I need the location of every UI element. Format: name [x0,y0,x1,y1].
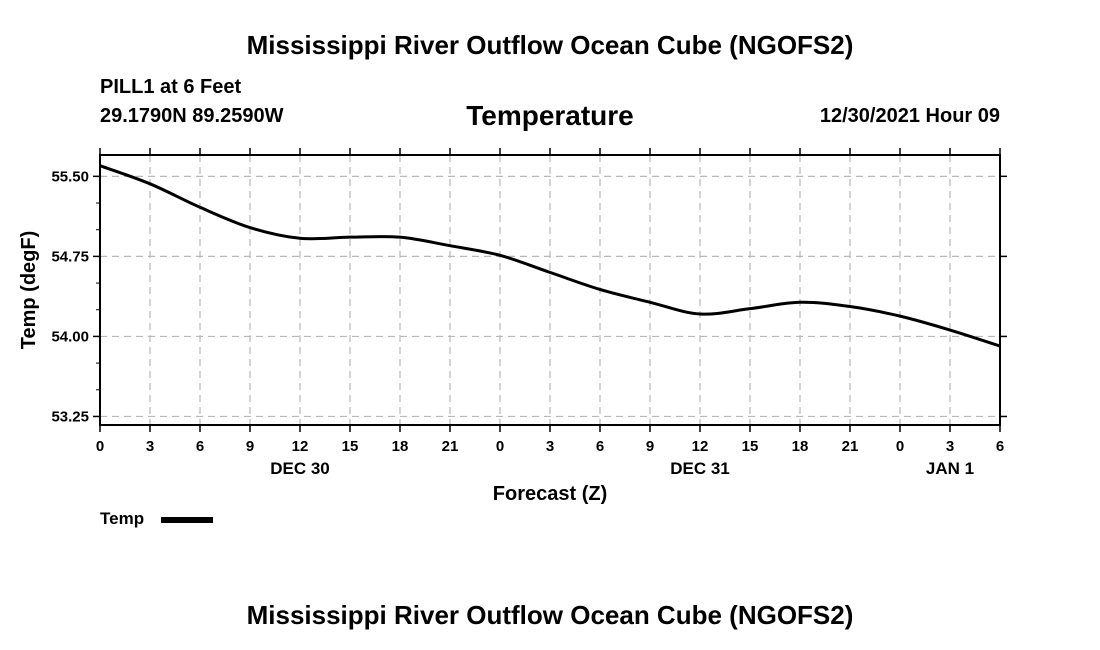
x-tick-label: 21 [842,438,859,455]
y-axis-title: Temp (degF) [18,231,40,350]
x-tick-label: 21 [442,438,459,455]
station-coordinates: 29.1790N 89.2590W [100,105,284,127]
plot-area [99,154,1001,426]
x-tick-label: 3 [546,438,554,455]
legend-label: Temp [100,509,145,528]
x-tick-label: 3 [146,438,154,455]
y-tick-label: 54.75 [51,248,89,265]
date-label: JAN 1 [926,459,974,478]
x-tick-label: 15 [742,438,759,455]
y-tick-label: 53.25 [51,408,89,425]
y-tick-label: 54.00 [51,328,89,345]
x-tick-label: 18 [392,438,409,455]
x-tick-label: 6 [596,438,604,455]
date-label: DEC 30 [270,459,330,478]
station-label: PILL1 at 6 Feet [100,76,242,98]
x-tick-label: 3 [946,438,954,455]
x-tick-label: 18 [792,438,809,455]
date-label: DEC 31 [670,459,730,478]
footer-title: Mississippi River Outflow Ocean Cube (NG… [246,600,854,630]
y-tick-label: 55.50 [51,168,89,185]
forecast-datetime: 12/30/2021 Hour 09 [819,105,1000,127]
x-tick-label: 9 [246,438,254,455]
x-tick-label: 0 [496,438,504,455]
chart-title: Mississippi River Outflow Ocean Cube (NG… [246,30,854,60]
x-tick-label: 12 [692,438,709,455]
x-tick-label: 12 [292,438,309,455]
x-tick-label: 15 [342,438,359,455]
x-tick-label: 0 [896,438,904,455]
x-tick-label: 6 [196,438,204,455]
legend-swatch [161,517,213,523]
variable-title: Temperature [466,100,634,131]
x-axis-title: Forecast (Z) [493,483,607,505]
x-tick-label: 6 [996,438,1004,455]
x-tick-label: 9 [646,438,654,455]
x-tick-label: 0 [96,438,104,455]
